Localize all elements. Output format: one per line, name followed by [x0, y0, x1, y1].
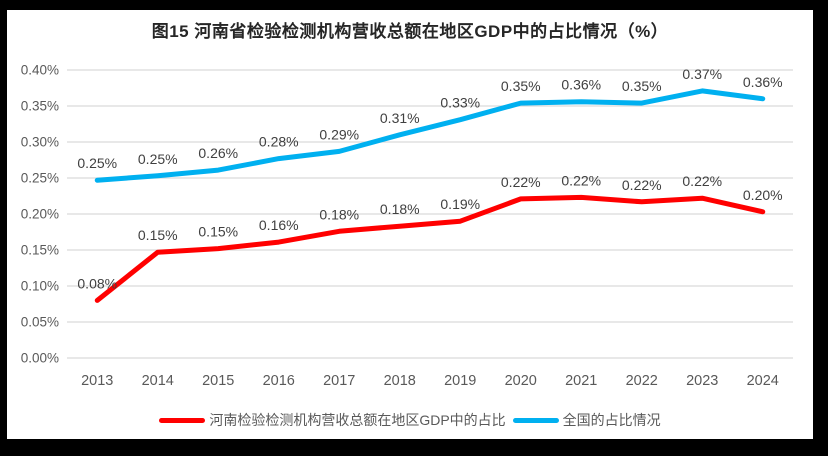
data-label: 0.18%	[380, 201, 420, 217]
series-line-national	[94, 88, 766, 183]
x-tick-label: 2022	[626, 373, 658, 389]
data-label: 0.29%	[319, 126, 359, 142]
data-label: 0.19%	[440, 196, 480, 212]
x-tick-label: 2018	[384, 373, 416, 389]
x-tick-label: 2013	[81, 373, 113, 389]
chart-title: 图15 河南省检验检测机构营收总额在地区GDP中的占比情况（%）	[151, 22, 669, 41]
data-label: 0.36%	[743, 74, 783, 90]
data-label: 0.36%	[561, 77, 601, 93]
data-label: 0.20%	[743, 187, 783, 203]
y-tick-label: 0.30%	[21, 135, 59, 150]
data-label: 0.33%	[440, 95, 480, 111]
data-label: 0.25%	[77, 155, 117, 171]
y-tick-label: 0.15%	[21, 243, 59, 258]
x-tick-label: 2021	[565, 373, 597, 389]
legend-label-national: 全国的占比情况	[562, 412, 661, 428]
x-tick-label: 2015	[202, 373, 234, 389]
blue-line-swatch-icon	[512, 417, 559, 423]
data-label: 0.28%	[259, 134, 299, 150]
data-label: 0.15%	[198, 224, 238, 240]
data-label: 0.35%	[622, 78, 662, 94]
series-line-henan	[94, 194, 766, 303]
chart-panel: 图15 河南省检验检测机构营收总额在地区GDP中的占比情况（%） 0.00% 0.…	[7, 10, 813, 439]
red-line-swatch-icon	[159, 417, 206, 423]
y-tick-label: 0.00%	[21, 351, 59, 366]
data-label: 0.22%	[682, 173, 722, 189]
plot-area: 0.00% 0.05% 0.10% 0.15% 0.20% 0.25% 0.30% 0.35%…	[21, 63, 793, 389]
y-tick-label: 0.40%	[21, 63, 59, 78]
x-tick-label: 2020	[505, 373, 537, 389]
x-tick-label: 2014	[142, 373, 174, 389]
data-label: 0.08%	[77, 275, 117, 291]
x-tick-label: 2016	[263, 373, 295, 389]
data-label: 0.22%	[561, 172, 601, 188]
data-label: 0.31%	[380, 110, 420, 126]
data-label: 0.37%	[682, 66, 722, 82]
data-label: 0.25%	[138, 151, 178, 167]
y-tick-label: 0.35%	[21, 99, 59, 114]
y-tick-label: 0.05%	[21, 315, 59, 330]
legend-item-national: 全国的占比情况	[512, 410, 661, 430]
x-tick-label: 2024	[747, 373, 779, 389]
y-tick-label: 0.25%	[21, 171, 59, 186]
chart-legend: 河南检验检测机构营收总额在地区GDP中的占比 全国的占比情况	[7, 410, 813, 430]
x-tick-label: 2017	[323, 373, 355, 389]
legend-label-henan: 河南检验检测机构营收总额在地区GDP中的占比	[209, 412, 506, 428]
x-tick-label: 2019	[444, 373, 476, 389]
y-tick-label: 0.10%	[21, 279, 59, 294]
data-label: 0.16%	[259, 217, 299, 233]
legend-item-henan: 河南检验检测机构营收总额在地区GDP中的占比	[159, 410, 506, 430]
data-label: 0.22%	[501, 174, 541, 190]
x-tick-label: 2023	[686, 373, 718, 389]
data-label: 0.26%	[198, 145, 238, 161]
data-label: 0.35%	[501, 78, 541, 94]
y-tick-label: 0.20%	[21, 207, 59, 222]
data-label: 0.18%	[319, 206, 359, 222]
data-label: 0.15%	[138, 227, 178, 243]
data-label: 0.22%	[622, 177, 662, 193]
